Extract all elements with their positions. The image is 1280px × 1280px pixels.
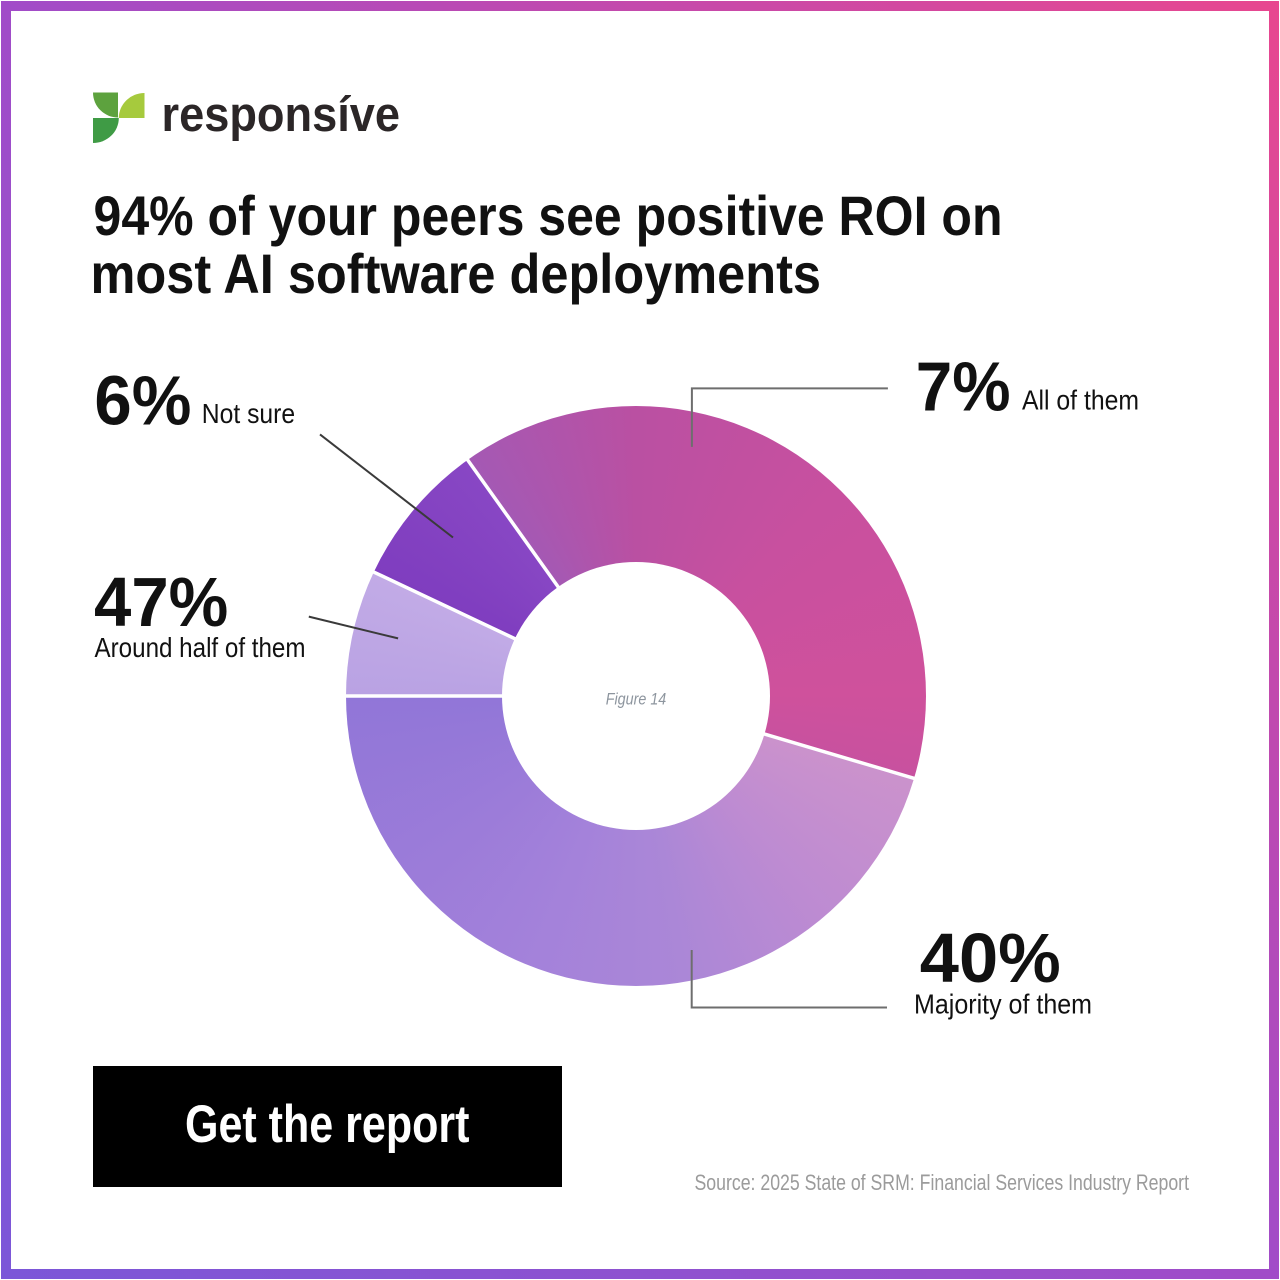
svg-text:7%: 7%	[916, 347, 1011, 425]
svg-text:most AI software deployments: most AI software deployments	[91, 242, 822, 305]
svg-text:Figure 14: Figure 14	[606, 690, 667, 709]
svg-text:47%: 47%	[94, 563, 228, 641]
svg-text:Not sure: Not sure	[202, 398, 295, 429]
svg-text:Source: 2025 State of SRM: Fin: Source: 2025 State of SRM: Financial Ser…	[695, 1170, 1190, 1195]
svg-text:Get the report: Get the report	[185, 1095, 470, 1154]
svg-text:6%: 6%	[94, 362, 191, 440]
svg-text:responsíve: responsíve	[162, 88, 401, 142]
svg-text:Around half of them: Around half of them	[95, 632, 306, 663]
svg-text:Majority of them: Majority of them	[914, 989, 1092, 1020]
svg-text:40%: 40%	[920, 919, 1061, 997]
svg-text:94% of your peers see positive: 94% of your peers see positive ROI on	[94, 184, 1003, 247]
svg-text:All of them: All of them	[1022, 384, 1139, 415]
